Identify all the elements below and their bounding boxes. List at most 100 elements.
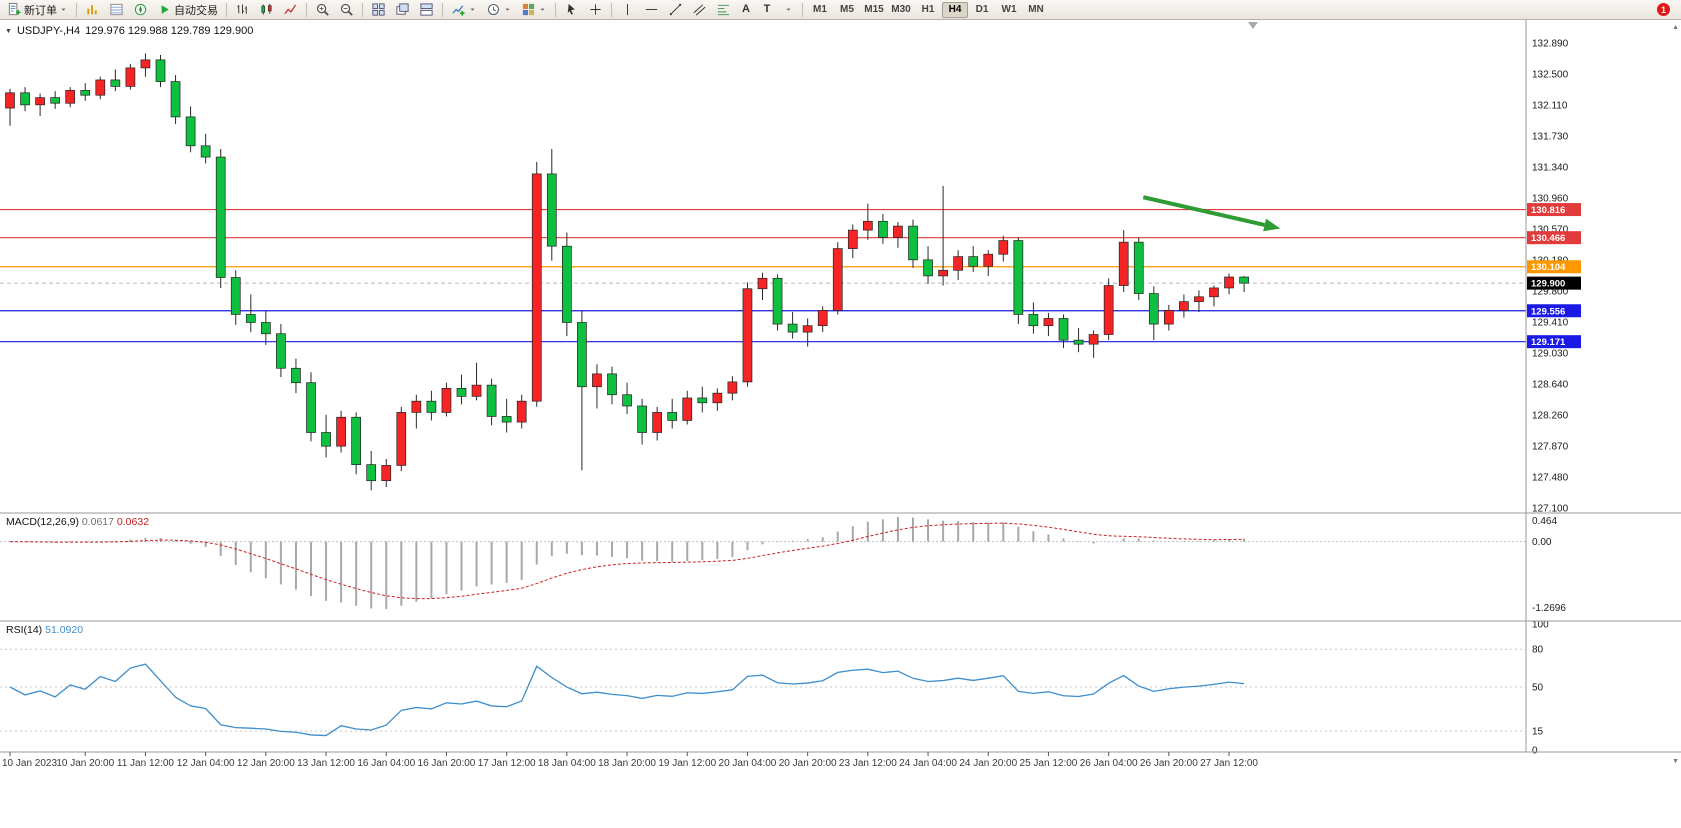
zoom-out-button[interactable]: [335, 1, 358, 18]
price-axis-label: 128.640: [1532, 380, 1569, 391]
horizontal-line-button[interactable]: [640, 1, 663, 18]
candle-body: [501, 416, 512, 423]
candle-body: [1133, 241, 1144, 294]
candle-body: [351, 416, 361, 465]
price-axis[interactable]: [1526, 20, 1681, 752]
candle-body: [742, 288, 753, 383]
toolbar-separator: [226, 2, 227, 17]
candle-body: [546, 173, 557, 247]
toolbar-separator: [362, 2, 363, 17]
timeframe-H1-button[interactable]: H1: [921, 4, 935, 15]
macd-bar: [866, 521, 869, 542]
vertical-line-button[interactable]: [616, 1, 639, 18]
candlestick-type-button[interactable]: [255, 1, 278, 18]
date-axis-label: 24 Jan 20:00: [959, 758, 1017, 769]
indicators-button[interactable]: [447, 1, 481, 18]
tile-windows-button[interactable]: [367, 1, 390, 18]
candle-body: [637, 405, 647, 433]
timeframe-M30-button[interactable]: M30: [891, 4, 911, 15]
toolbar-separator: [555, 2, 556, 17]
macd-bar: [595, 541, 598, 556]
trend-arrow-annotation[interactable]: [1142, 195, 1266, 227]
text-box-button[interactable]: T: [757, 1, 777, 18]
timeframe-W1-button[interactable]: W1: [1001, 4, 1017, 15]
macd-bar: [851, 526, 854, 542]
macd-bar: [505, 541, 508, 583]
timeframe-MN-button[interactable]: MN: [1028, 4, 1044, 15]
bar-chart-type-button[interactable]: [231, 1, 254, 18]
macd-bar: [686, 541, 689, 561]
scroll-up-button[interactable]: ▲: [1672, 24, 1679, 31]
price-tag-label: 130.816: [1531, 205, 1565, 216]
text-label-button[interactable]: A: [736, 1, 756, 18]
candle-body: [381, 465, 392, 482]
macd-bar: [611, 541, 613, 557]
fibonacci-button[interactable]: [712, 1, 735, 18]
price-axis-label: 127.870: [1532, 442, 1569, 453]
candle-body: [396, 412, 407, 466]
line-chart-type-button[interactable]: [279, 1, 302, 18]
macd-bar: [1092, 541, 1095, 544]
candle-body: [847, 229, 858, 249]
chart-canvas[interactable]: 132.890 132.500 132.110 131.730 131.340 130.9…: [0, 20, 1681, 828]
cursor-button[interactable]: [560, 1, 583, 18]
candle-body: [1209, 287, 1219, 298]
market-watch-button[interactable]: [81, 1, 104, 18]
candle-body: [667, 412, 678, 421]
equidistant-channel-button[interactable]: [688, 1, 711, 18]
chart-shift-marker[interactable]: [1248, 22, 1258, 29]
time-axis[interactable]: [0, 752, 1526, 770]
candle-body: [938, 269, 948, 277]
quick-trade-toggle-icon[interactable]: ▼: [5, 27, 12, 35]
macd-bar: [370, 541, 373, 609]
date-axis-label: 17 Jan 12:00: [478, 758, 536, 769]
new-order-button[interactable]: 新订单: [3, 1, 72, 18]
candle-body: [1148, 293, 1159, 325]
macd-bar: [1243, 538, 1246, 542]
macd-axis-label: -1.2696: [1532, 603, 1566, 614]
scroll-down-button[interactable]: ▼: [1672, 758, 1679, 765]
candle-body: [652, 412, 663, 433]
notification-badge[interactable]: 1: [1657, 3, 1670, 16]
candle-body: [155, 59, 166, 82]
macd-bar: [1062, 538, 1065, 542]
timeframe-M5-button[interactable]: M5: [840, 4, 854, 15]
drawing-tools-menu-button[interactable]: [778, 1, 798, 18]
timeframe-H4-button[interactable]: H4: [942, 1, 968, 18]
candle-body: [261, 322, 271, 335]
autotrading-button[interactable]: 自动交易: [153, 1, 222, 18]
macd-bar: [129, 539, 132, 542]
chart-area[interactable]: 132.890 132.500 132.110 131.730 131.340 130.9…: [0, 20, 1681, 828]
macd-bar: [234, 541, 237, 566]
candle-body: [1224, 276, 1234, 289]
timeframe-M15-button[interactable]: M15: [864, 4, 884, 15]
timeframe-D1-button[interactable]: D1: [975, 4, 989, 15]
cascade-windows-button[interactable]: [391, 1, 414, 18]
channel-icon: [693, 4, 706, 16]
candle-body: [426, 400, 437, 413]
text-box-glyph: T: [763, 3, 771, 15]
crosshair-button[interactable]: [584, 1, 607, 18]
chevron-down-icon: [540, 8, 545, 11]
timeframe-M1-button[interactable]: M1: [813, 4, 827, 15]
candle-body: [622, 394, 632, 407]
macd-bar: [836, 531, 839, 542]
candle-body: [1013, 240, 1024, 315]
templates-button[interactable]: [517, 1, 551, 18]
price-tag-label: 130.104: [1531, 262, 1566, 273]
trendline-button[interactable]: [664, 1, 687, 18]
arrange-windows-button[interactable]: [415, 1, 438, 18]
trend-arrow-head[interactable]: [1263, 218, 1281, 232]
macd-bar: [1077, 541, 1080, 543]
data-window-button[interactable]: [105, 1, 128, 18]
line-chart-icon: [284, 4, 297, 15]
date-axis-label: 18 Jan 04:00: [538, 758, 596, 769]
navigator-button[interactable]: [129, 1, 152, 18]
candle-body: [607, 373, 617, 396]
price-axis-label: 132.110: [1532, 101, 1568, 112]
macd-bar: [1017, 526, 1020, 542]
periods-button[interactable]: [482, 1, 516, 18]
macd-bar: [204, 541, 207, 547]
candle-body: [276, 333, 286, 369]
zoom-in-button[interactable]: [311, 1, 334, 18]
